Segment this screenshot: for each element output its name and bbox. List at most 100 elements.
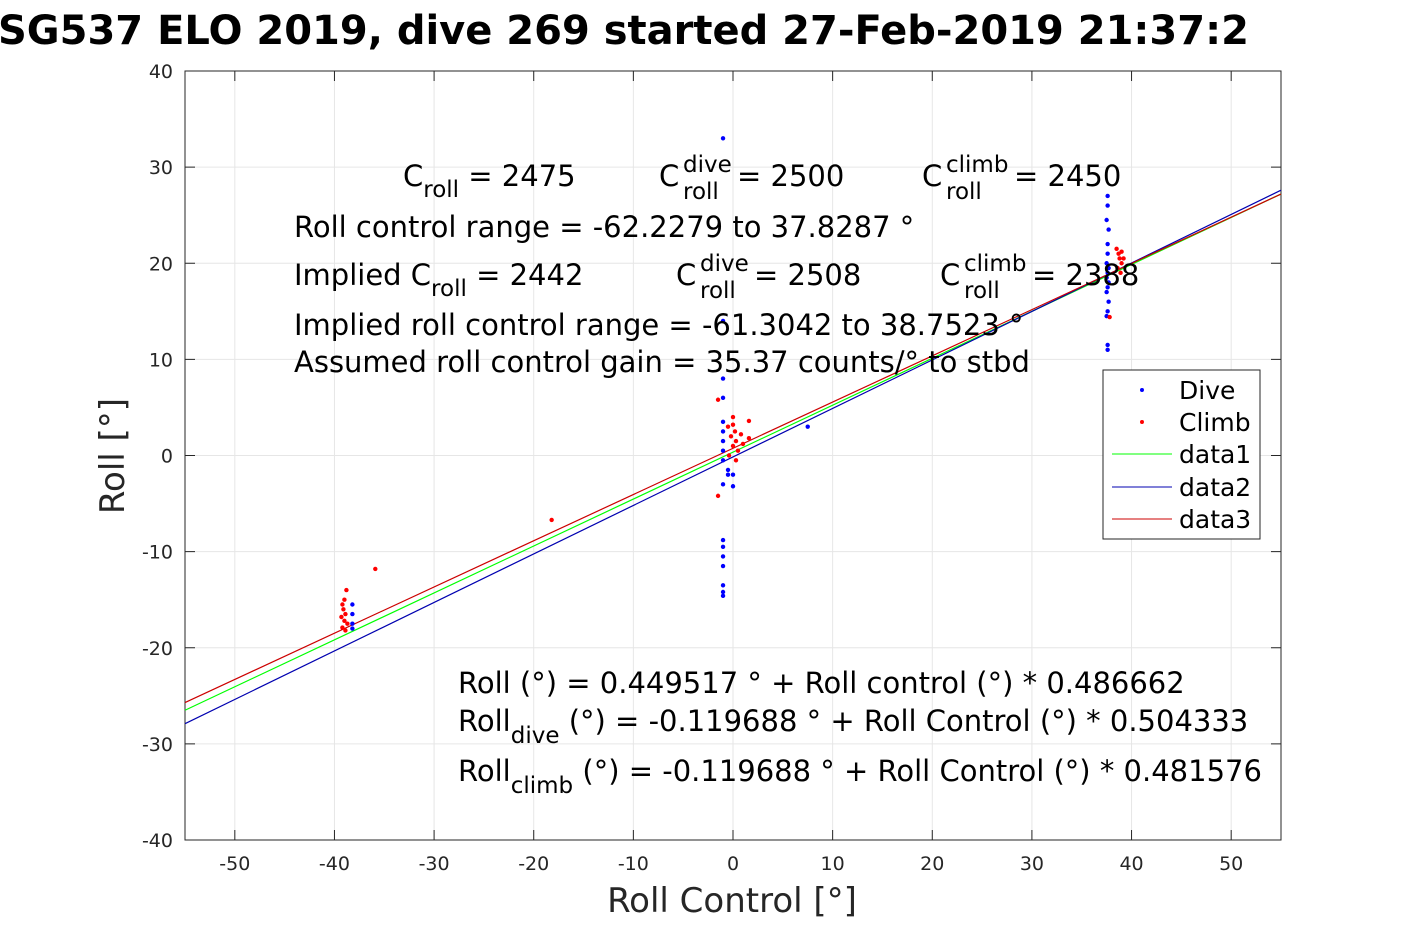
climb-point xyxy=(746,435,752,441)
dive-point xyxy=(350,626,355,631)
annotation-c-dive-sub: roll xyxy=(683,179,719,205)
climb-point xyxy=(340,625,345,630)
x-tick-label: 0 xyxy=(727,853,739,875)
legend-climb-marker xyxy=(1140,420,1144,424)
dive-point xyxy=(720,537,726,543)
x-tick-label: 10 xyxy=(821,853,845,875)
dive-point xyxy=(720,136,726,141)
climb-point xyxy=(343,628,348,633)
climb-point xyxy=(1107,314,1112,320)
dive-point xyxy=(1105,241,1110,247)
dive-point xyxy=(1105,309,1110,314)
annotation-c-roll: Croll = 2475 xyxy=(403,159,576,203)
annotation-c-climb-main: C xyxy=(922,159,942,193)
dive-point xyxy=(720,318,726,324)
dive-point xyxy=(725,472,731,477)
climb-point xyxy=(733,438,739,444)
dive-point xyxy=(350,611,355,617)
annotation-gain: Assumed roll control gain = 35.37 counts… xyxy=(294,345,1030,379)
climb-point xyxy=(733,458,739,463)
dive-point xyxy=(720,544,726,550)
annotation-implied-climb-sub: roll xyxy=(964,278,1000,304)
climb-point xyxy=(342,618,347,624)
annotation-c-climb-sub: roll xyxy=(946,179,982,205)
annotation-implied-range: Implied roll control range = -61.3042 to… xyxy=(294,308,1024,342)
chart-title: SG537 ELO 2019, dive 269 started 27-Feb-… xyxy=(0,8,1417,58)
y-tick-label: 30 xyxy=(149,157,173,179)
dive-point xyxy=(1105,270,1110,276)
climb-point xyxy=(1117,256,1122,261)
annotation-fit-roll: Roll (°) = 0.449517 ° + Roll control (°)… xyxy=(458,666,1185,700)
climb-point xyxy=(730,422,736,427)
climb-point xyxy=(549,517,554,523)
legend-dive-marker xyxy=(1140,388,1144,392)
x-tick-label: -40 xyxy=(319,853,350,875)
climb-point xyxy=(1119,261,1124,266)
annotation-implied-c-roll: Implied Croll = 2442 xyxy=(294,258,583,302)
annotation-c-dive-main: C xyxy=(659,159,679,193)
y-tick-label: 20 xyxy=(149,253,173,275)
dive-point xyxy=(720,563,726,569)
annotation-c-climb-value: = 2450 xyxy=(1014,159,1121,193)
climb-point xyxy=(342,597,347,602)
climb-point xyxy=(726,453,732,458)
fit-line-data1 xyxy=(184,193,1282,711)
dive-point xyxy=(720,395,726,401)
legend: Dive Climb data1 data2 data3 xyxy=(1102,369,1261,540)
climb-point xyxy=(1118,270,1123,276)
y-tick-label: 0 xyxy=(161,446,173,468)
dive-point xyxy=(350,602,355,607)
legend-climb-label: Climb xyxy=(1179,408,1251,437)
dive-point xyxy=(1104,289,1109,295)
legend-data3-label: data3 xyxy=(1179,505,1251,534)
x-tick-label: 20 xyxy=(920,853,944,875)
climb-point xyxy=(373,566,378,572)
climb-point xyxy=(1121,256,1126,261)
climb-point xyxy=(1119,249,1124,254)
dive-point xyxy=(730,472,736,477)
fit-lines xyxy=(184,189,1282,725)
x-tick-label: -10 xyxy=(618,853,649,875)
dive-point xyxy=(720,589,726,595)
dive-point xyxy=(1105,203,1110,208)
annotation-c-dive-sup: dive xyxy=(683,152,732,178)
dive-point xyxy=(1106,227,1111,232)
dive-point xyxy=(725,467,731,473)
y-tick-label: 40 xyxy=(149,61,173,83)
climb-point xyxy=(728,434,734,439)
dive-point xyxy=(1104,275,1109,280)
dive-point xyxy=(720,458,726,463)
x-tick-label: -50 xyxy=(219,853,250,875)
x-tick-label: 40 xyxy=(1119,853,1143,875)
legend-dive-label: Dive xyxy=(1179,376,1235,405)
dive-point xyxy=(720,448,726,453)
annotation-implied-dive-value: = 2508 xyxy=(754,258,861,292)
annotation-c-climb-sup: climb xyxy=(946,152,1008,178)
dive-point xyxy=(720,419,726,425)
climb-point xyxy=(1115,265,1120,271)
dive-point xyxy=(1105,285,1110,290)
climb-point xyxy=(715,493,721,499)
dive-point xyxy=(350,621,355,626)
legend-data2-label: data2 xyxy=(1179,473,1251,502)
climb-point xyxy=(738,432,744,437)
y-tick-label: -30 xyxy=(142,734,173,756)
climb-point xyxy=(339,614,344,620)
annotation-implied-climb-main: C xyxy=(940,258,960,292)
dive-point xyxy=(720,554,726,559)
chart-title-text: SG537 ELO 2019, dive 269 started 27-Feb-… xyxy=(0,8,1249,54)
ticks: -50 -40 -30 -20 -10 0 10 20 30 40 50 -40 -30 -20 -10 0 1… xyxy=(142,61,1281,875)
dive-point xyxy=(1106,265,1111,271)
annotation-c-dive-value: = 2500 xyxy=(737,159,844,193)
annotation-implied-climb-sup: climb xyxy=(964,251,1026,277)
x-tick-label: -30 xyxy=(419,853,450,875)
dive-point xyxy=(720,376,726,381)
dive-point xyxy=(720,438,726,444)
dive-point xyxy=(1106,299,1111,304)
annotation-implied-climb-value: = 2388 xyxy=(1032,258,1139,292)
x-tick-label: 30 xyxy=(1020,853,1044,875)
climb-point xyxy=(732,429,738,434)
climb-point xyxy=(345,621,350,626)
y-tick-label: -40 xyxy=(142,830,173,852)
